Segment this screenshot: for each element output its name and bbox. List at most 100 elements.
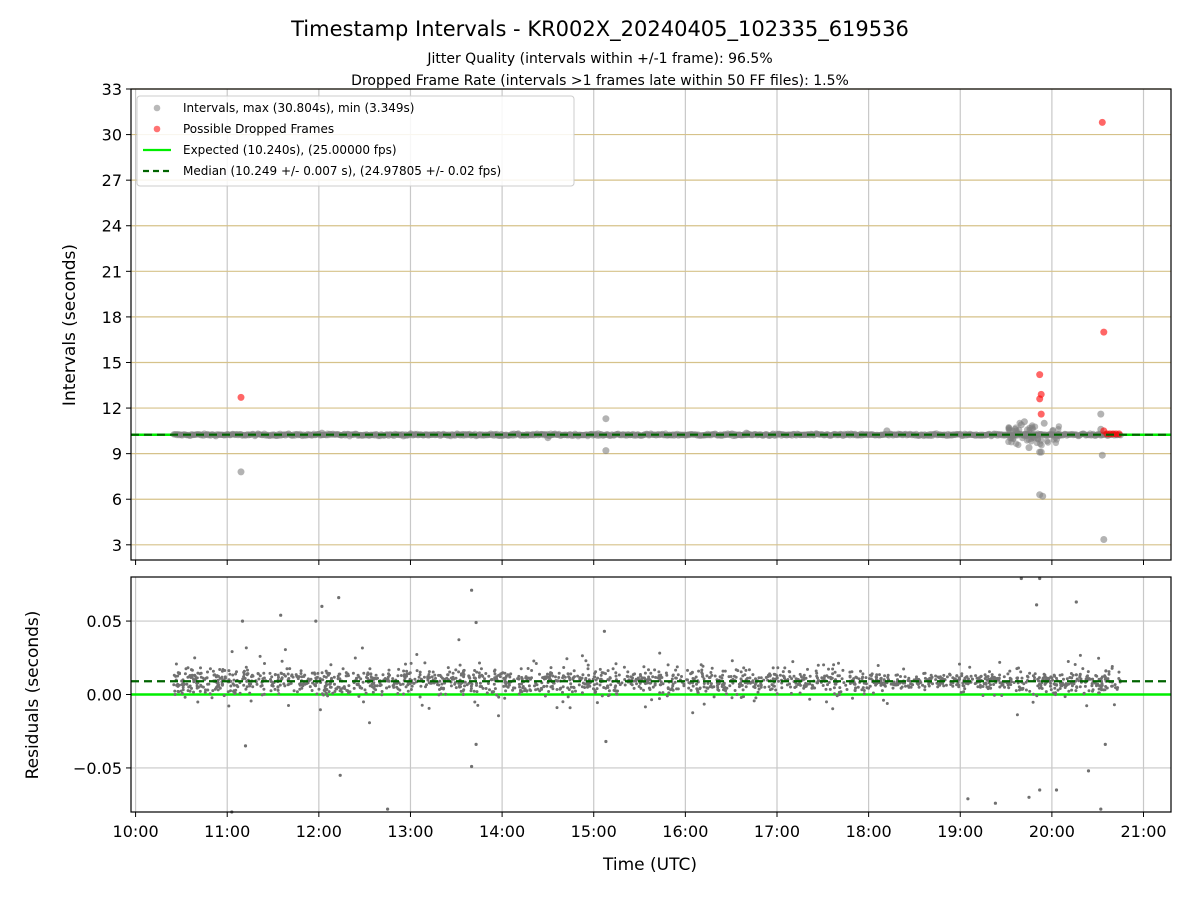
residual-point [256,672,260,676]
residual-point [861,686,865,690]
residual-point [474,677,477,680]
residual-point [207,682,211,686]
residual-point [878,673,881,677]
residual-point [781,670,785,674]
residual-point [879,676,883,680]
residual-point [908,679,912,683]
residual-point [543,694,547,698]
residual-point [262,676,266,680]
residual-point [549,671,552,675]
residual-point [484,672,488,675]
residual-point [1014,689,1018,693]
residual-point [278,683,282,687]
residual-point [1067,689,1071,693]
residual-point [504,689,508,693]
residual-point [238,691,242,695]
dropped-frame-point [1098,118,1106,126]
residual-point [902,667,906,671]
residual-point [195,684,199,688]
residual-point [746,676,749,680]
residual-point [1054,788,1059,792]
residual-point [189,668,193,672]
residual-point [480,673,484,677]
residual-point [783,666,787,670]
residual-point [753,683,757,686]
residual-point [862,692,866,696]
residual-point [569,672,573,676]
residual-point [399,674,403,677]
legend-label: Possible Dropped Frames [183,122,334,136]
residual-point [630,683,634,687]
residual-point [774,688,778,692]
residual-point [657,674,661,678]
residual-point [827,680,831,684]
residual-point [753,686,757,689]
residual-point [882,698,885,702]
residual-point [953,677,957,681]
residual-point [470,588,474,592]
residual-point [566,695,570,699]
residual-point [358,685,362,688]
residual-point [671,684,675,688]
residual-point [945,675,949,679]
residual-point [406,683,410,687]
residual-point [992,693,996,697]
residual-point [407,672,411,676]
residual-point [231,682,235,686]
residual-point [1106,677,1110,681]
residual-point [580,685,584,689]
residual-point [721,669,725,673]
residual-point [428,681,432,685]
residual-point [921,683,924,687]
residual-point [566,672,570,676]
residual-point [978,685,982,689]
residual-point [362,671,366,675]
residual-point [982,682,986,686]
residual-point [838,686,842,690]
residual-point [752,699,756,703]
residual-point [244,665,248,669]
x-axis-label: Time (UTC) [602,855,697,875]
residual-point [329,663,333,667]
residual-point [686,678,689,682]
residual-point [1038,788,1042,792]
residual-point [602,686,606,689]
residual-point [418,695,422,699]
residual-point [942,673,946,677]
residual-point [206,688,210,692]
residual-point [439,692,443,696]
residual-point [336,685,340,689]
residual-point [1033,676,1036,680]
residual-point [557,676,561,679]
residual-point [366,673,370,676]
interval-point [1055,423,1063,430]
residual-point [458,663,462,667]
residual-point [1033,672,1037,676]
residual-point [218,668,222,671]
residual-point [602,629,607,633]
residual-point [412,681,416,685]
residual-point [584,659,588,663]
residual-point [674,676,678,680]
residual-point [903,675,907,679]
top-y-tick-label: 30 [102,126,122,145]
x-tick-label: 19:00 [937,822,983,841]
interval-point [1020,418,1028,426]
residual-point [516,677,520,681]
residual-point [1044,676,1048,680]
residual-point [475,681,478,685]
residual-point [477,675,481,679]
residual-point [829,675,833,679]
residual-point [1085,704,1089,708]
residual-point [793,686,797,689]
residual-point [387,685,391,689]
residual-point [658,691,662,695]
residual-point [859,669,862,673]
residual-point [836,674,840,678]
residual-point [492,682,496,686]
residual-point [1015,713,1019,717]
residual-point [983,673,987,677]
residual-point [993,676,997,680]
chart-subtitle-1: Jitter Quality (intervals within +/-1 fr… [426,51,772,67]
residual-point [1066,660,1070,663]
